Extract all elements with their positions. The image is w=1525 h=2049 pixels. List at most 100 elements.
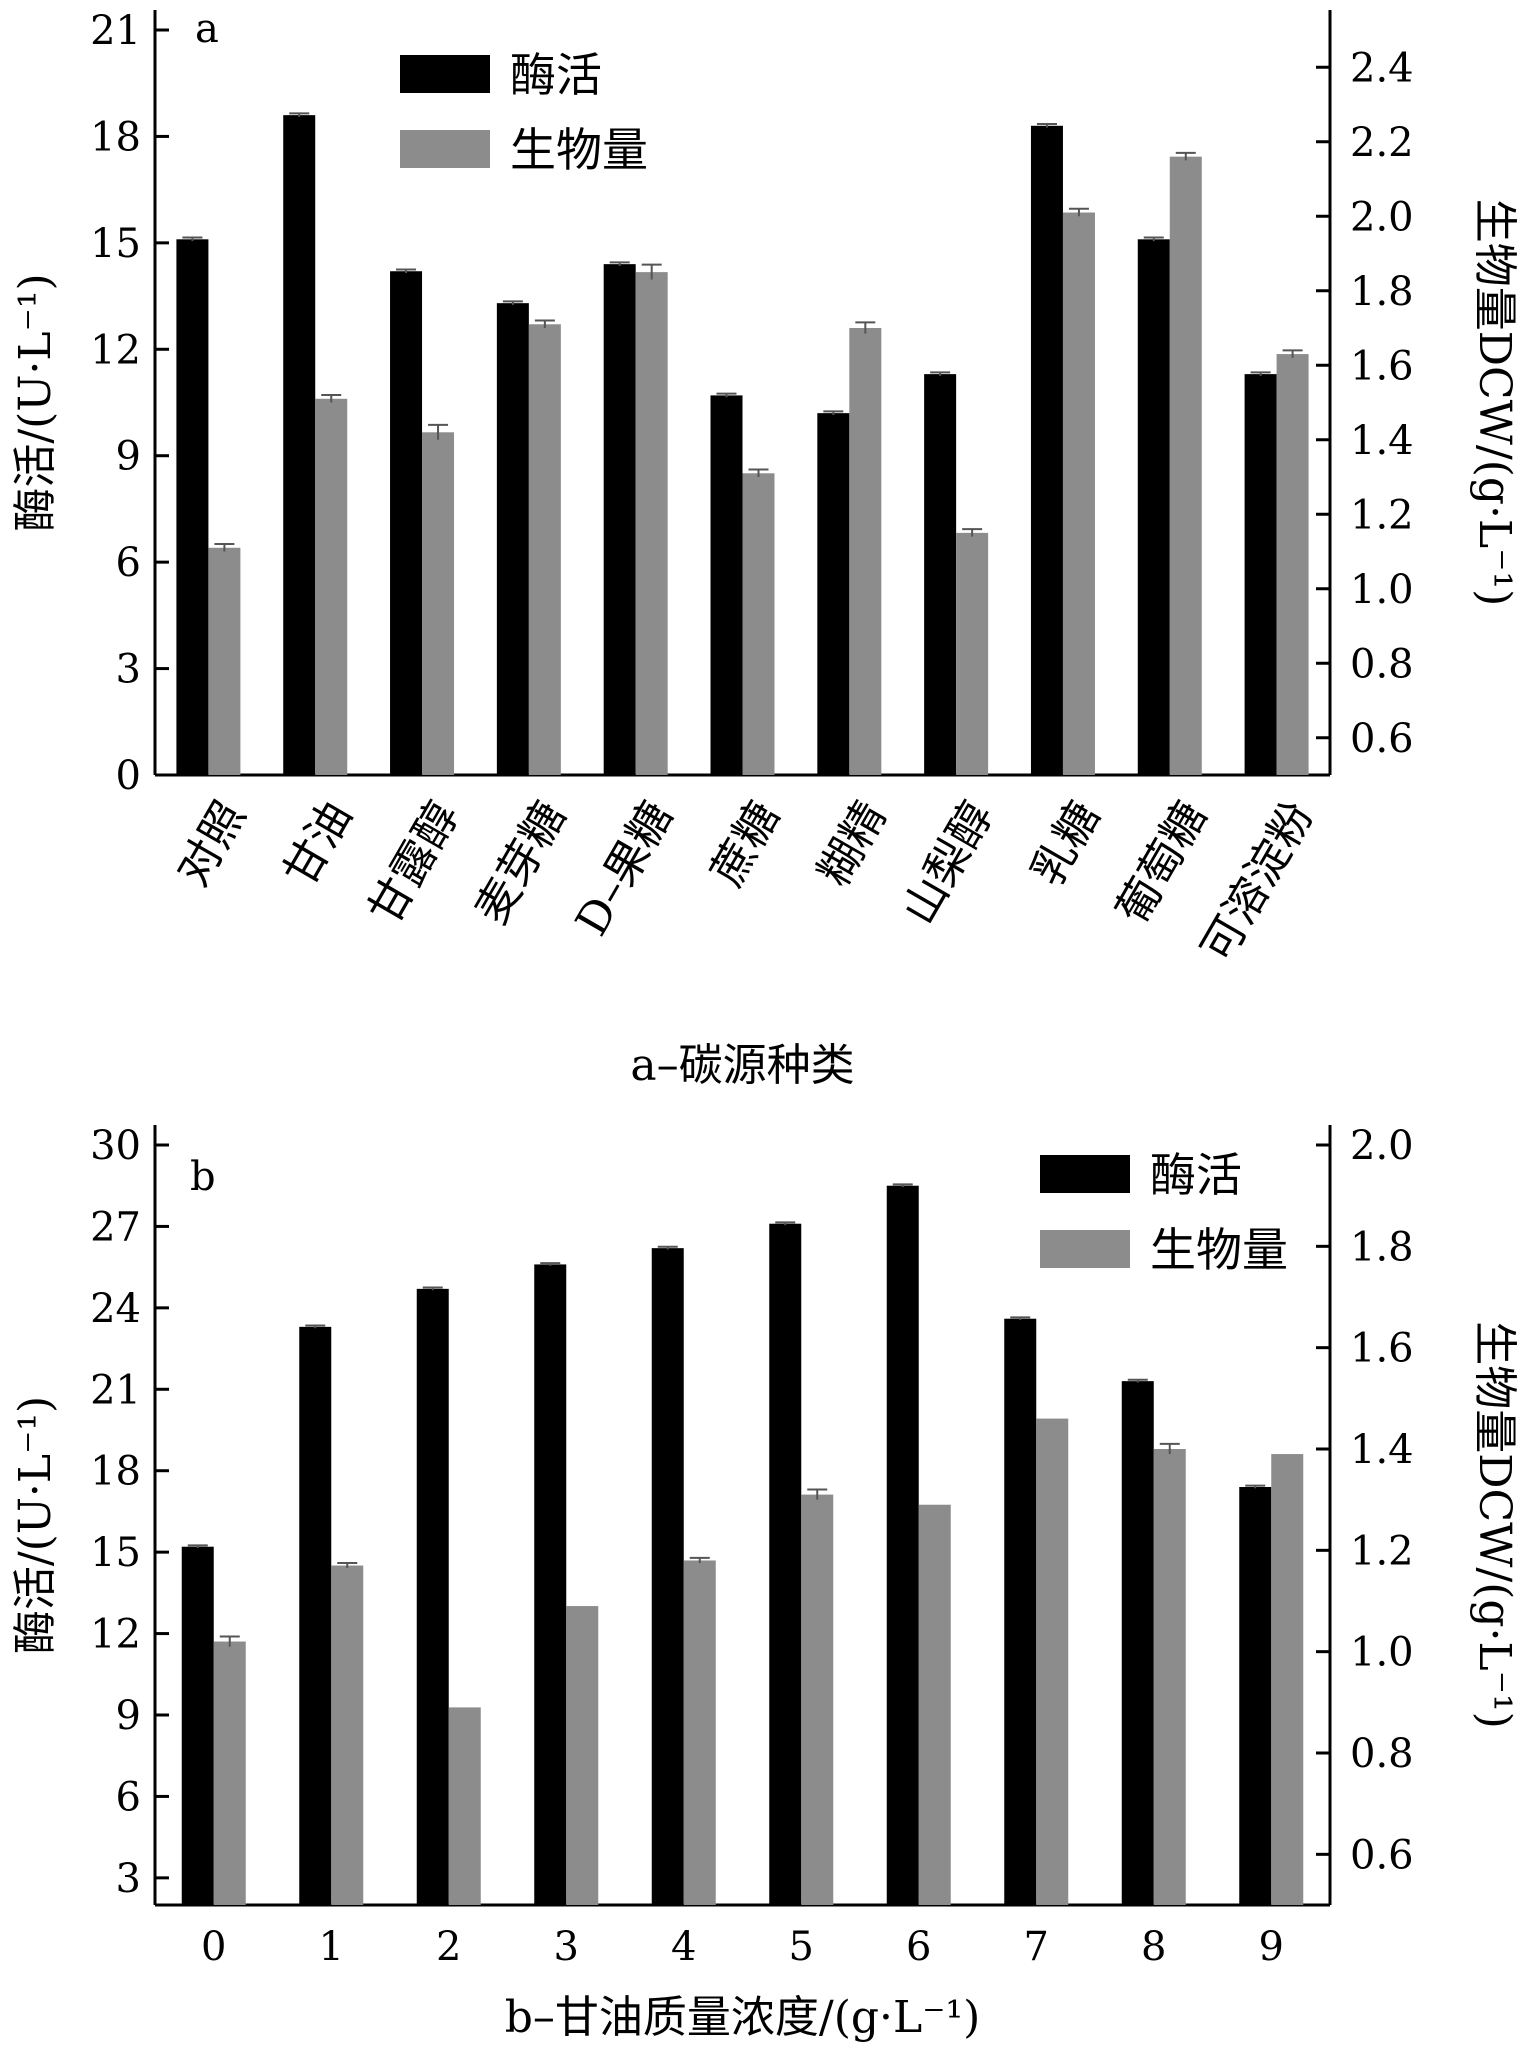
y-left-tick-label: 18 — [90, 1449, 141, 1495]
x-category-label: 1 — [319, 1924, 344, 1970]
y-right-tick-label: 1.8 — [1350, 269, 1414, 315]
y-left-tick-label: 21 — [90, 8, 141, 54]
y-right-tick-label: 2.0 — [1350, 194, 1414, 240]
y-left-tick-label: 15 — [90, 221, 141, 267]
y-left-tick-label: 12 — [90, 327, 141, 373]
y-right-tick-label: 2.2 — [1350, 120, 1414, 166]
bar-enzyme — [886, 1185, 919, 1905]
x-category-label: 葡萄糖 — [1107, 793, 1217, 933]
panel-letter: b — [190, 1154, 216, 1200]
y-left-tick-label: 3 — [116, 1856, 141, 1902]
bar-biomass — [956, 532, 989, 775]
bar-biomass — [918, 1504, 951, 1905]
y-right-tick-label: 1.8 — [1350, 1224, 1414, 1270]
y-left-tick-label: 6 — [116, 1774, 141, 1820]
y-right-tick-label: 1.6 — [1350, 1326, 1414, 1372]
y-left-axis-title: 酶活/(U·L⁻¹) — [10, 1396, 61, 1654]
legend-label: 生物量 — [1150, 1223, 1288, 1277]
y-right-axis-title: 生物量DCW/(g·L⁻¹) — [1469, 1321, 1520, 1729]
bar-biomass — [213, 1641, 246, 1905]
bar-enzyme — [299, 1326, 332, 1905]
x-category-label: 对照 — [167, 793, 255, 895]
legend-label: 酶活 — [1150, 1148, 1242, 1202]
bar-biomass — [315, 398, 348, 775]
x-category-label: 2 — [436, 1924, 461, 1970]
bar-enzyme — [817, 413, 850, 775]
y-right-tick-label: 1.2 — [1350, 492, 1414, 538]
y-right-tick-label: 0.6 — [1350, 1832, 1414, 1878]
bar-biomass — [742, 473, 775, 775]
x-category-label: 6 — [906, 1924, 931, 1970]
y-left-tick-label: 0 — [116, 753, 141, 799]
bar-biomass — [1271, 1454, 1304, 1905]
y-right-tick-label: 1.2 — [1350, 1528, 1414, 1574]
bar-biomass — [331, 1565, 364, 1905]
bar-enzyme — [1244, 374, 1277, 775]
x-category-label: 蔗糖 — [702, 793, 790, 895]
y-left-tick-label: 21 — [90, 1367, 141, 1413]
bar-biomass — [448, 1707, 481, 1905]
legend-swatch-biomass — [1040, 1230, 1130, 1268]
y-right-tick-label: 2.0 — [1350, 1123, 1414, 1169]
panel-letter: a — [195, 6, 219, 52]
y-right-axis-title: 生物量DCW/(g·L⁻¹) — [1469, 199, 1520, 607]
y-left-tick-label: 3 — [116, 647, 141, 693]
bar-enzyme — [534, 1264, 567, 1905]
x-category-label: 9 — [1259, 1924, 1284, 1970]
x-category-label: 4 — [671, 1924, 696, 1970]
y-left-tick-label: 9 — [116, 1693, 141, 1739]
bar-biomass — [1036, 1418, 1069, 1905]
x-category-label: D–果糖 — [566, 793, 683, 944]
bar-biomass — [528, 324, 561, 775]
bar-enzyme — [390, 271, 423, 775]
bar-enzyme — [924, 374, 957, 775]
bar-enzyme — [416, 1288, 449, 1905]
y-left-tick-label: 6 — [116, 540, 141, 586]
legend-label: 酶活 — [510, 48, 602, 102]
y-right-tick-label: 2.4 — [1350, 45, 1414, 91]
y-right-tick-label: 0.8 — [1350, 641, 1414, 687]
x-category-label: 0 — [201, 1924, 226, 1970]
x-category-label: 8 — [1141, 1924, 1166, 1970]
bar-biomass — [1062, 212, 1095, 775]
y-left-tick-label: 15 — [90, 1530, 141, 1576]
bar-enzyme — [176, 239, 209, 776]
legend-swatch-biomass — [400, 130, 490, 168]
x-category-label: 乳糖 — [1022, 793, 1110, 895]
y-left-tick-label: 12 — [90, 1612, 141, 1658]
y-left-tick-label: 27 — [90, 1204, 141, 1250]
bar-biomass — [683, 1560, 716, 1905]
y-left-tick-label: 9 — [116, 434, 141, 480]
bar-enzyme — [603, 264, 636, 775]
bar-biomass — [801, 1494, 834, 1905]
bar-enzyme — [283, 115, 316, 775]
bar-enzyme — [181, 1546, 214, 1905]
x-category-label: 麦芽糖 — [466, 793, 576, 933]
bar-enzyme — [651, 1248, 684, 1905]
y-right-tick-label: 1.4 — [1350, 1427, 1414, 1473]
bar-biomass — [1153, 1449, 1186, 1905]
chart-panel-a: 0 3 6 9 12 15 18 21 0.6 0.8 1.0 1.2 1.4 1.6 1.8 2.0 2.2 2… — [10, 6, 1520, 1091]
bar-biomass — [422, 432, 455, 775]
y-right-tick-label: 1.0 — [1350, 567, 1414, 613]
bar-enzyme — [496, 303, 529, 775]
y-left-tick-label: 24 — [90, 1286, 141, 1332]
chart-panel-b: 369121518212427300.60.81.01.21.41.61.82.… — [10, 1123, 1520, 2043]
x-category-label: 5 — [789, 1924, 814, 1970]
y-left-tick-label: 18 — [90, 114, 141, 160]
y-left-tick-label: 30 — [90, 1123, 141, 1169]
y-right-tick-label: 1.6 — [1350, 343, 1414, 389]
y-left-axis-title: 酶活/(U·L⁻¹) — [10, 273, 61, 531]
bar-enzyme — [1030, 125, 1063, 776]
x-category-label: 糊精 — [808, 793, 896, 895]
legend-swatch-enzyme — [1040, 1155, 1130, 1193]
bar-biomass — [635, 272, 668, 775]
bar-biomass — [566, 1606, 599, 1905]
bar-enzyme — [1137, 239, 1170, 776]
y-right-tick-label: 0.8 — [1350, 1731, 1414, 1777]
x-category-label: 山梨醇 — [893, 793, 1003, 933]
y-right-tick-label: 1.0 — [1350, 1630, 1414, 1676]
x-category-label: 甘露醇 — [359, 793, 469, 933]
legend-swatch-enzyme — [400, 55, 490, 93]
